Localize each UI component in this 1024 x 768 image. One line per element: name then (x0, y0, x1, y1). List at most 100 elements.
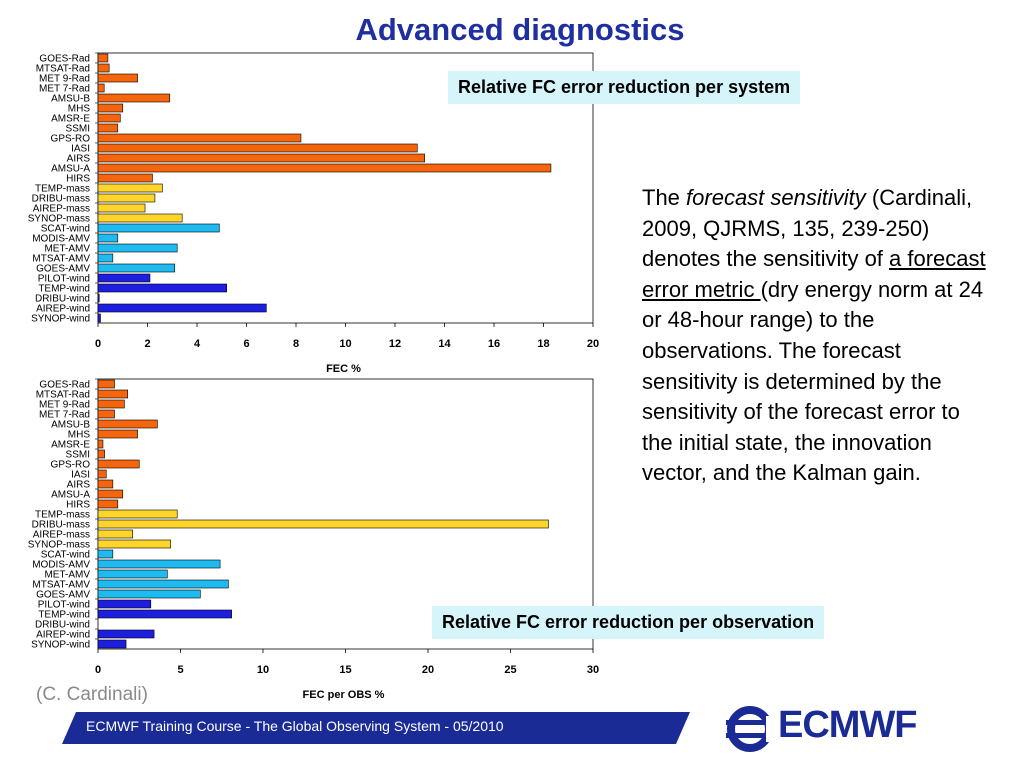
chart1-category-label: GOES-AMV (36, 264, 90, 275)
chart1-x-tick-label: 20 (587, 338, 599, 350)
chart1-bar (97, 113, 121, 123)
chart2-x-axis-label: FEC per OBS % (303, 689, 385, 701)
chart1-category-label: AIREP-wind (36, 304, 90, 315)
chart1-bar (97, 193, 156, 203)
callout-per-system: Relative FC error reduction per system (448, 71, 801, 104)
chart2-category-label: GOES-AMV (36, 590, 90, 601)
chart1-bar (97, 163, 552, 173)
chart2-bar (97, 629, 155, 639)
chart1-category-label: GPS-RO (51, 134, 91, 145)
footer-bar (62, 712, 690, 744)
chart2-bar (97, 459, 140, 469)
chart2-bar (97, 609, 232, 619)
chart1-bar (97, 73, 138, 83)
chart1-category-label: MTSAT-Rad (36, 64, 90, 75)
chart2-bar (97, 439, 104, 449)
chart1-bar (97, 303, 267, 313)
chart1-category-label: GOES-Rad (39, 54, 90, 65)
chart1-x-tick-label: 10 (339, 338, 351, 350)
chart2-x-tick-label: 25 (504, 664, 516, 676)
chart1-bar (97, 313, 101, 323)
chart2-category-label: MTSAT-AMV (32, 580, 90, 591)
chart2-category-label: MET 7-Rad (39, 410, 90, 421)
callout-per-observation: Relative FC error reduction per observat… (432, 606, 825, 639)
chart1-category-label: IASI (71, 144, 90, 155)
chart2-category-label: TEMP-wind (38, 610, 90, 621)
chart1-bar (97, 183, 163, 193)
chart2-category-label: AIREP-mass (33, 530, 90, 541)
chart2-bar (97, 409, 115, 419)
chart2-bar (97, 539, 171, 549)
chart2-bar (97, 599, 152, 609)
chart1-x-tick-label: 2 (144, 338, 150, 350)
chart2-bar (97, 489, 124, 499)
chart1-bar (97, 153, 426, 163)
chart1-category-label: TEMP-mass (35, 184, 90, 195)
chart1-category-label: MODIS-AMV (32, 234, 90, 245)
chart1-category-label: MHS (68, 104, 91, 115)
chart2-category-label: AMSU-A (51, 490, 90, 501)
chart1-category-label: SYNOP-mass (28, 214, 90, 225)
chart1-category-label: SSMI (66, 124, 90, 135)
chart1-bar (97, 233, 119, 243)
chart2-bar (97, 429, 138, 439)
chart2-category-label: MHS (68, 430, 91, 441)
page-title: Advanced diagnostics (355, 12, 685, 47)
chart1-bar (97, 173, 153, 183)
chart1-category-label: HIRS (66, 174, 90, 185)
chart1-bar (97, 283, 227, 293)
desc-emphasis: forecast sensitivity (686, 185, 866, 210)
chart1-category-label: AIRS (67, 154, 91, 165)
chart1-bar (97, 253, 114, 263)
desc-part-2: (Cardinali, 2009, QJRMS, 135, 239-250) d… (642, 185, 973, 272)
chart1-category-label: AMSU-A (51, 164, 90, 175)
chart2-bar (97, 389, 129, 399)
chart1-x-axis-label: FEC % (326, 363, 361, 375)
chart1-bar (97, 203, 146, 213)
chart2-bar (97, 579, 229, 589)
chart1-bar (97, 273, 151, 283)
chart2-category-label: AIRS (67, 480, 91, 491)
chart1-bar (97, 83, 105, 93)
chart2-x-tick-label: 0 (95, 664, 101, 676)
chart1-x-tick-label: 4 (194, 338, 201, 350)
chart2-category-label: MET 9-Rad (39, 400, 90, 411)
chart2-category-label: MODIS-AMV (32, 560, 90, 571)
ecmwf-logo-icon (726, 706, 780, 752)
chart2-category-label: AMSU-B (51, 420, 90, 431)
chart2-category-label: SSMI (66, 450, 90, 461)
chart2-bar (97, 509, 178, 519)
chart2-x-tick-label: 10 (257, 664, 269, 676)
chart2-category-label: DRIBU-mass (32, 520, 90, 531)
desc-underline: a forecast error metric (642, 246, 986, 302)
chart2-category-label: AMSR-E (51, 440, 90, 451)
chart1-x-tick-label: 8 (293, 338, 299, 350)
chart1-category-label: MTSAT-AMV (32, 254, 90, 265)
chart2-category-label: SYNOP-wind (31, 640, 90, 651)
chart2-category-label: GPS-RO (51, 460, 91, 471)
chart1-bar (97, 263, 176, 273)
chart2-category-label: IASI (71, 470, 90, 481)
chart2-category-label: MET-AMV (44, 570, 90, 581)
chart2-category-label: DRIBU-wind (35, 620, 90, 631)
chart2-category-label: AIREP-wind (36, 630, 90, 641)
chart1-bar (97, 143, 418, 153)
chart2-bar (97, 519, 549, 529)
chart1-bar (97, 243, 178, 253)
chart2-bar (97, 419, 158, 429)
chart1-category-label: DRIBU-mass (32, 194, 90, 205)
chart2-category-label: HIRS (66, 500, 90, 511)
chart2-bar (97, 479, 114, 489)
chart2-bar (97, 549, 114, 559)
chart2-category-label: PILOT-wind (38, 600, 90, 611)
chart1-bar (97, 103, 124, 113)
chart1-category-label: AMSU-B (51, 94, 90, 105)
chart2-bar (97, 399, 125, 409)
chart1-x-tick-label: 14 (438, 338, 451, 350)
chart1-category-label: SCAT-wind (41, 224, 90, 235)
chart2-category-label: TEMP-mass (35, 510, 90, 521)
chart2-x-tick-label: 5 (177, 664, 183, 676)
chart1-category-label: TEMP-wind (38, 284, 90, 295)
